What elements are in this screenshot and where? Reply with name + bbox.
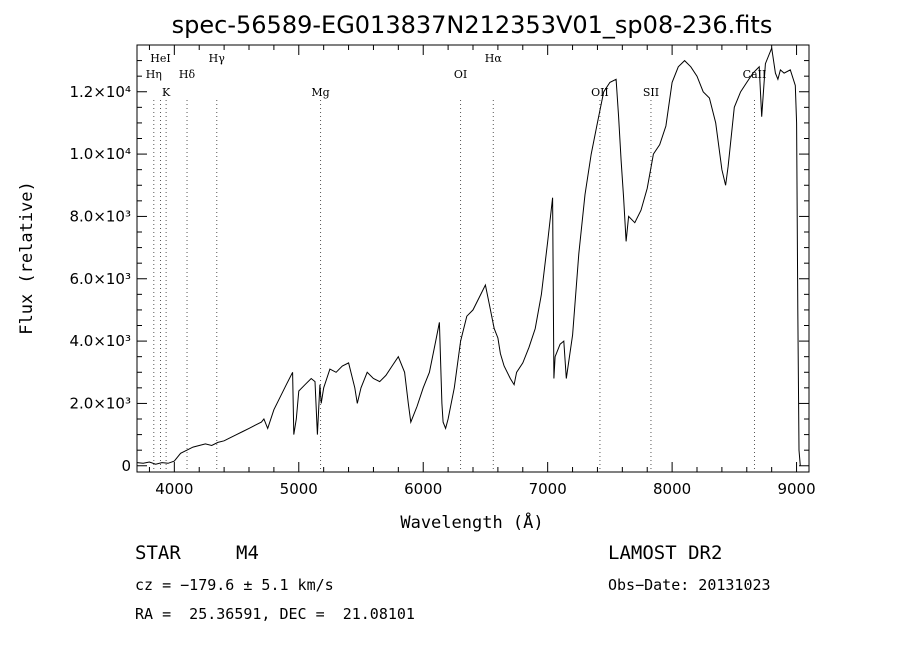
spectral-line-label: Mg — [311, 86, 329, 99]
y-tick-label: 1.2×10⁴ — [69, 83, 131, 101]
x-tick-label: 5000 — [280, 480, 318, 498]
y-tick-label: 4.0×10³ — [69, 332, 131, 350]
spectral-line-label: OII — [591, 86, 609, 99]
y-tick-label: 6.0×10³ — [69, 270, 131, 288]
spectral-line-label: Hη — [146, 68, 162, 81]
y-tick-label: 0 — [121, 457, 131, 475]
spectral-line-label: CaII — [743, 68, 767, 81]
spectral-line-label: HeI — [150, 52, 170, 65]
chart-title: spec-56589-EG013837N212353V01_sp08-236.f… — [172, 11, 773, 39]
survey-name: LAMOST DR2 — [608, 542, 723, 564]
spectral-line-label: Hγ — [209, 52, 226, 65]
x-tick-label: 7000 — [529, 480, 567, 498]
sky-coordinates: RA = 25.36591, DEC = 21.08101 — [135, 605, 415, 623]
object-subclass: M4 — [236, 542, 259, 564]
spectral-line-markers: Hη HeI K Hδ Hγ Mg OI Hα OII SII CaII — [146, 52, 767, 472]
object-class: STAR — [135, 542, 181, 564]
redshift-cz: cz = −179.6 ± 5.1 km/s — [135, 576, 334, 594]
spectral-line-label: Hα — [485, 52, 503, 65]
x-tick-label: 8000 — [653, 480, 691, 498]
observation-date: Obs−Date: 20131023 — [608, 576, 771, 594]
x-tick-label: 9000 — [777, 480, 815, 498]
y-tick-label: 2.0×10³ — [69, 394, 131, 412]
spectral-line-label: SII — [643, 86, 659, 99]
spectral-line-label: K — [162, 86, 171, 99]
spectrum-line — [136, 46, 801, 466]
y-tick-label: 1.0×10⁴ — [69, 145, 131, 163]
y-axis-label: Flux (relative) — [17, 181, 37, 335]
spectral-line-label: OI — [454, 68, 467, 81]
y-tick-label: 8.0×10³ — [69, 207, 131, 225]
plot-frame — [136, 44, 810, 473]
x-axis-label: Wavelength (Å) — [400, 511, 543, 533]
spectral-line-label: Hδ — [179, 68, 196, 81]
x-tick-label: 6000 — [404, 480, 442, 498]
axis-ticks: 4000 5000 6000 7000 8000 9000 0 2.0×10³ 4.0×10³ 6… — [69, 45, 816, 498]
x-tick-label: 4000 — [155, 480, 193, 498]
